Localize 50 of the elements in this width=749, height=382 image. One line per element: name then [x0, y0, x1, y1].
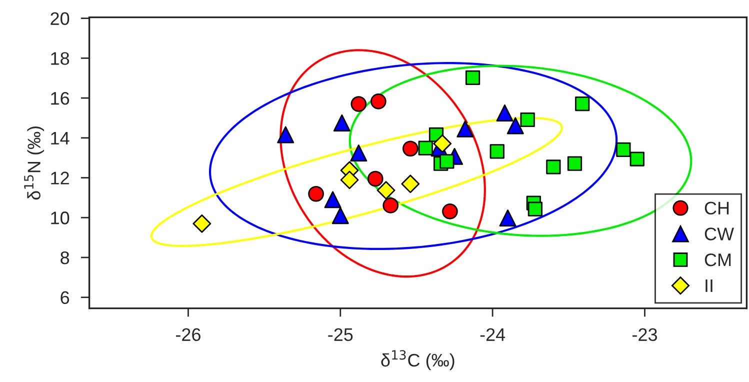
x-tick-label: -24	[480, 328, 506, 341]
y-tick-label: 20	[50, 12, 70, 26]
point	[442, 204, 458, 220]
point	[308, 186, 324, 202]
point	[490, 144, 504, 159]
x-tick-label: -25	[328, 328, 353, 342]
point	[332, 207, 349, 224]
point	[546, 160, 561, 174]
y-tick-label: 14	[51, 132, 70, 144]
legend-label: II	[706, 279, 712, 292]
point	[333, 114, 350, 132]
point	[350, 96, 367, 112]
point	[418, 140, 433, 156]
x-tick-label: -23	[632, 328, 657, 342]
y-tick-label: 16	[51, 92, 70, 105]
point	[456, 120, 474, 138]
point	[630, 152, 644, 166]
point	[499, 209, 516, 227]
point	[376, 181, 396, 200]
point	[324, 191, 342, 208]
point	[382, 198, 399, 214]
point	[465, 70, 480, 86]
point	[616, 142, 631, 157]
point	[402, 140, 418, 157]
y-tick-label: 8	[60, 251, 70, 264]
point	[496, 104, 514, 122]
legend-label: CM	[704, 253, 731, 266]
legend-label: CH	[704, 202, 729, 215]
y-axis-title: δ$^{15}$N (‰)	[24, 126, 44, 200]
y-tick-label: 18	[51, 52, 70, 65]
point	[192, 214, 212, 233]
y-tick-label: 6	[60, 291, 70, 304]
point	[367, 170, 384, 187]
x-tick-label: -26	[176, 328, 200, 342]
point	[340, 170, 359, 190]
point	[370, 94, 386, 110]
point	[433, 134, 452, 153]
legend-label: CW	[704, 228, 734, 240]
y-tick-label: 10	[51, 212, 70, 224]
y-tick-label: 12	[51, 172, 69, 184]
point	[506, 117, 524, 134]
point	[567, 156, 582, 171]
point	[277, 126, 294, 144]
point	[520, 112, 535, 128]
point	[575, 96, 590, 112]
point	[401, 174, 420, 194]
point	[440, 154, 454, 169]
point	[528, 202, 542, 216]
point	[350, 144, 368, 162]
x-axis-title: δ$^{13}$C (‰)	[381, 350, 454, 370]
